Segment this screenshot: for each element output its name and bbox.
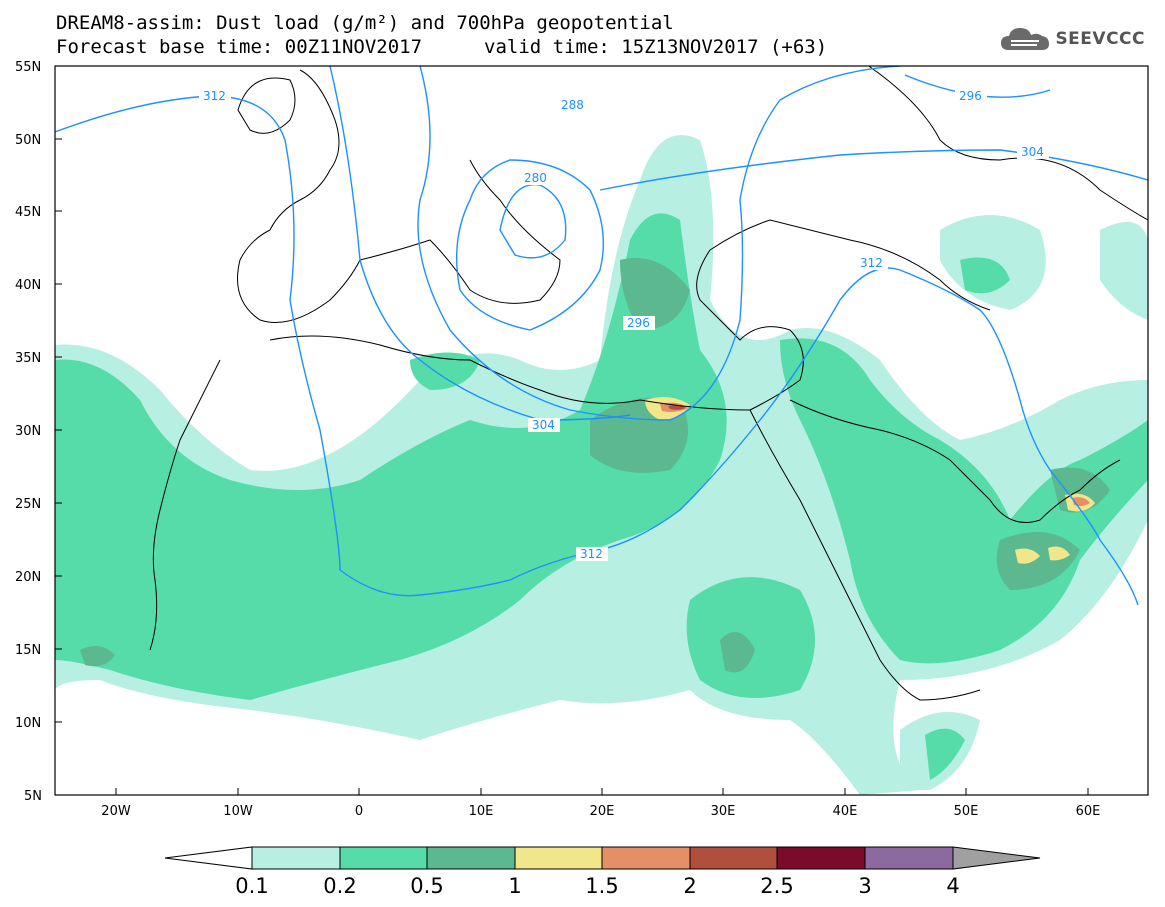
lon-label: 30E bbox=[711, 804, 736, 819]
lat-label: 20N bbox=[15, 570, 41, 585]
lat-label: 15N bbox=[15, 643, 41, 658]
contour-labels: 312 288 296 280 304 312 296 304 312 bbox=[199, 89, 1049, 561]
axis-ticks bbox=[55, 65, 1089, 796]
colorbar-label: 1.5 bbox=[585, 874, 618, 898]
colorbar-swatch bbox=[251, 846, 341, 870]
valid-time: valid time: 15Z13NOV2017 (+63) bbox=[484, 36, 828, 58]
lat-label: 5N bbox=[24, 789, 42, 804]
colorbar-label: 1 bbox=[508, 874, 521, 898]
seevccc-logo: SEEVCCC bbox=[999, 24, 1145, 54]
lat-label: 30N bbox=[15, 424, 41, 439]
contour-label: 288 bbox=[561, 98, 584, 112]
contour-label: 312 bbox=[580, 547, 603, 561]
lon-label: 10E bbox=[469, 804, 494, 819]
colorbar-swatch bbox=[339, 846, 428, 870]
lon-label: 20E bbox=[590, 804, 615, 819]
contour-label: 304 bbox=[532, 418, 555, 432]
colorbar: 0.1 0.2 0.5 1 1.5 2 2.5 3 4 bbox=[164, 846, 1041, 898]
contour-label: 304 bbox=[1021, 145, 1044, 159]
lat-label: 40N bbox=[15, 278, 41, 293]
lat-label: 55N bbox=[15, 60, 41, 75]
colorbar-label: 2.5 bbox=[760, 874, 793, 898]
contour-label: 312 bbox=[860, 256, 883, 270]
lat-label: 45N bbox=[15, 205, 41, 220]
forecast-base-time: Forecast base time: 00Z11NOV2017 bbox=[56, 36, 423, 58]
colorbar-label: 0.5 bbox=[410, 874, 443, 898]
lon-label: 40E bbox=[833, 804, 858, 819]
colorbar-high-arrow bbox=[952, 846, 1041, 870]
coastlines bbox=[149, 66, 1148, 701]
colorbar-label: 2 bbox=[683, 874, 696, 898]
lat-label: 10N bbox=[15, 716, 41, 731]
colorbar-label: 3 bbox=[858, 874, 871, 898]
dust-load-shading bbox=[55, 135, 1148, 795]
lon-label: 50E bbox=[954, 804, 979, 819]
lon-label: 20W bbox=[101, 804, 131, 819]
colorbar-label: 4 bbox=[946, 874, 959, 898]
colorbar-label: 0.2 bbox=[323, 874, 356, 898]
colorbar-label: 0.1 bbox=[235, 874, 268, 898]
contour-label: 312 bbox=[203, 89, 226, 103]
cloud-icon bbox=[1001, 28, 1050, 50]
colorbar-swatch bbox=[426, 846, 516, 870]
colorbar-swatch bbox=[776, 846, 866, 870]
map-title: DREAM8-assim: Dust load (g/m²) and 700hP… bbox=[56, 12, 674, 34]
logo-text: SEEVCCC bbox=[1055, 29, 1145, 49]
colorbar-swatch bbox=[689, 846, 778, 870]
contour-label: 296 bbox=[959, 89, 982, 103]
contour-label: 296 bbox=[627, 316, 650, 330]
lon-label: 60E bbox=[1076, 804, 1101, 819]
contour-label: 280 bbox=[524, 171, 547, 185]
lon-label: 10W bbox=[223, 804, 253, 819]
lat-label: 35N bbox=[15, 351, 41, 366]
colorbar-swatch bbox=[514, 846, 603, 870]
lat-label: 50N bbox=[15, 133, 41, 148]
colorbar-low-arrow bbox=[164, 846, 253, 870]
colorbar-swatch bbox=[601, 846, 691, 870]
longitude-labels: 20W 10W 0 10E 20E 30E 40E 50E 60E bbox=[101, 804, 1100, 819]
colorbar-swatch bbox=[864, 846, 954, 870]
latitude-labels: 55N 50N 45N 40N 35N 30N 25N 20N 15N 10N … bbox=[15, 60, 42, 804]
lon-label: 0 bbox=[355, 804, 363, 819]
lat-label: 25N bbox=[15, 497, 41, 512]
